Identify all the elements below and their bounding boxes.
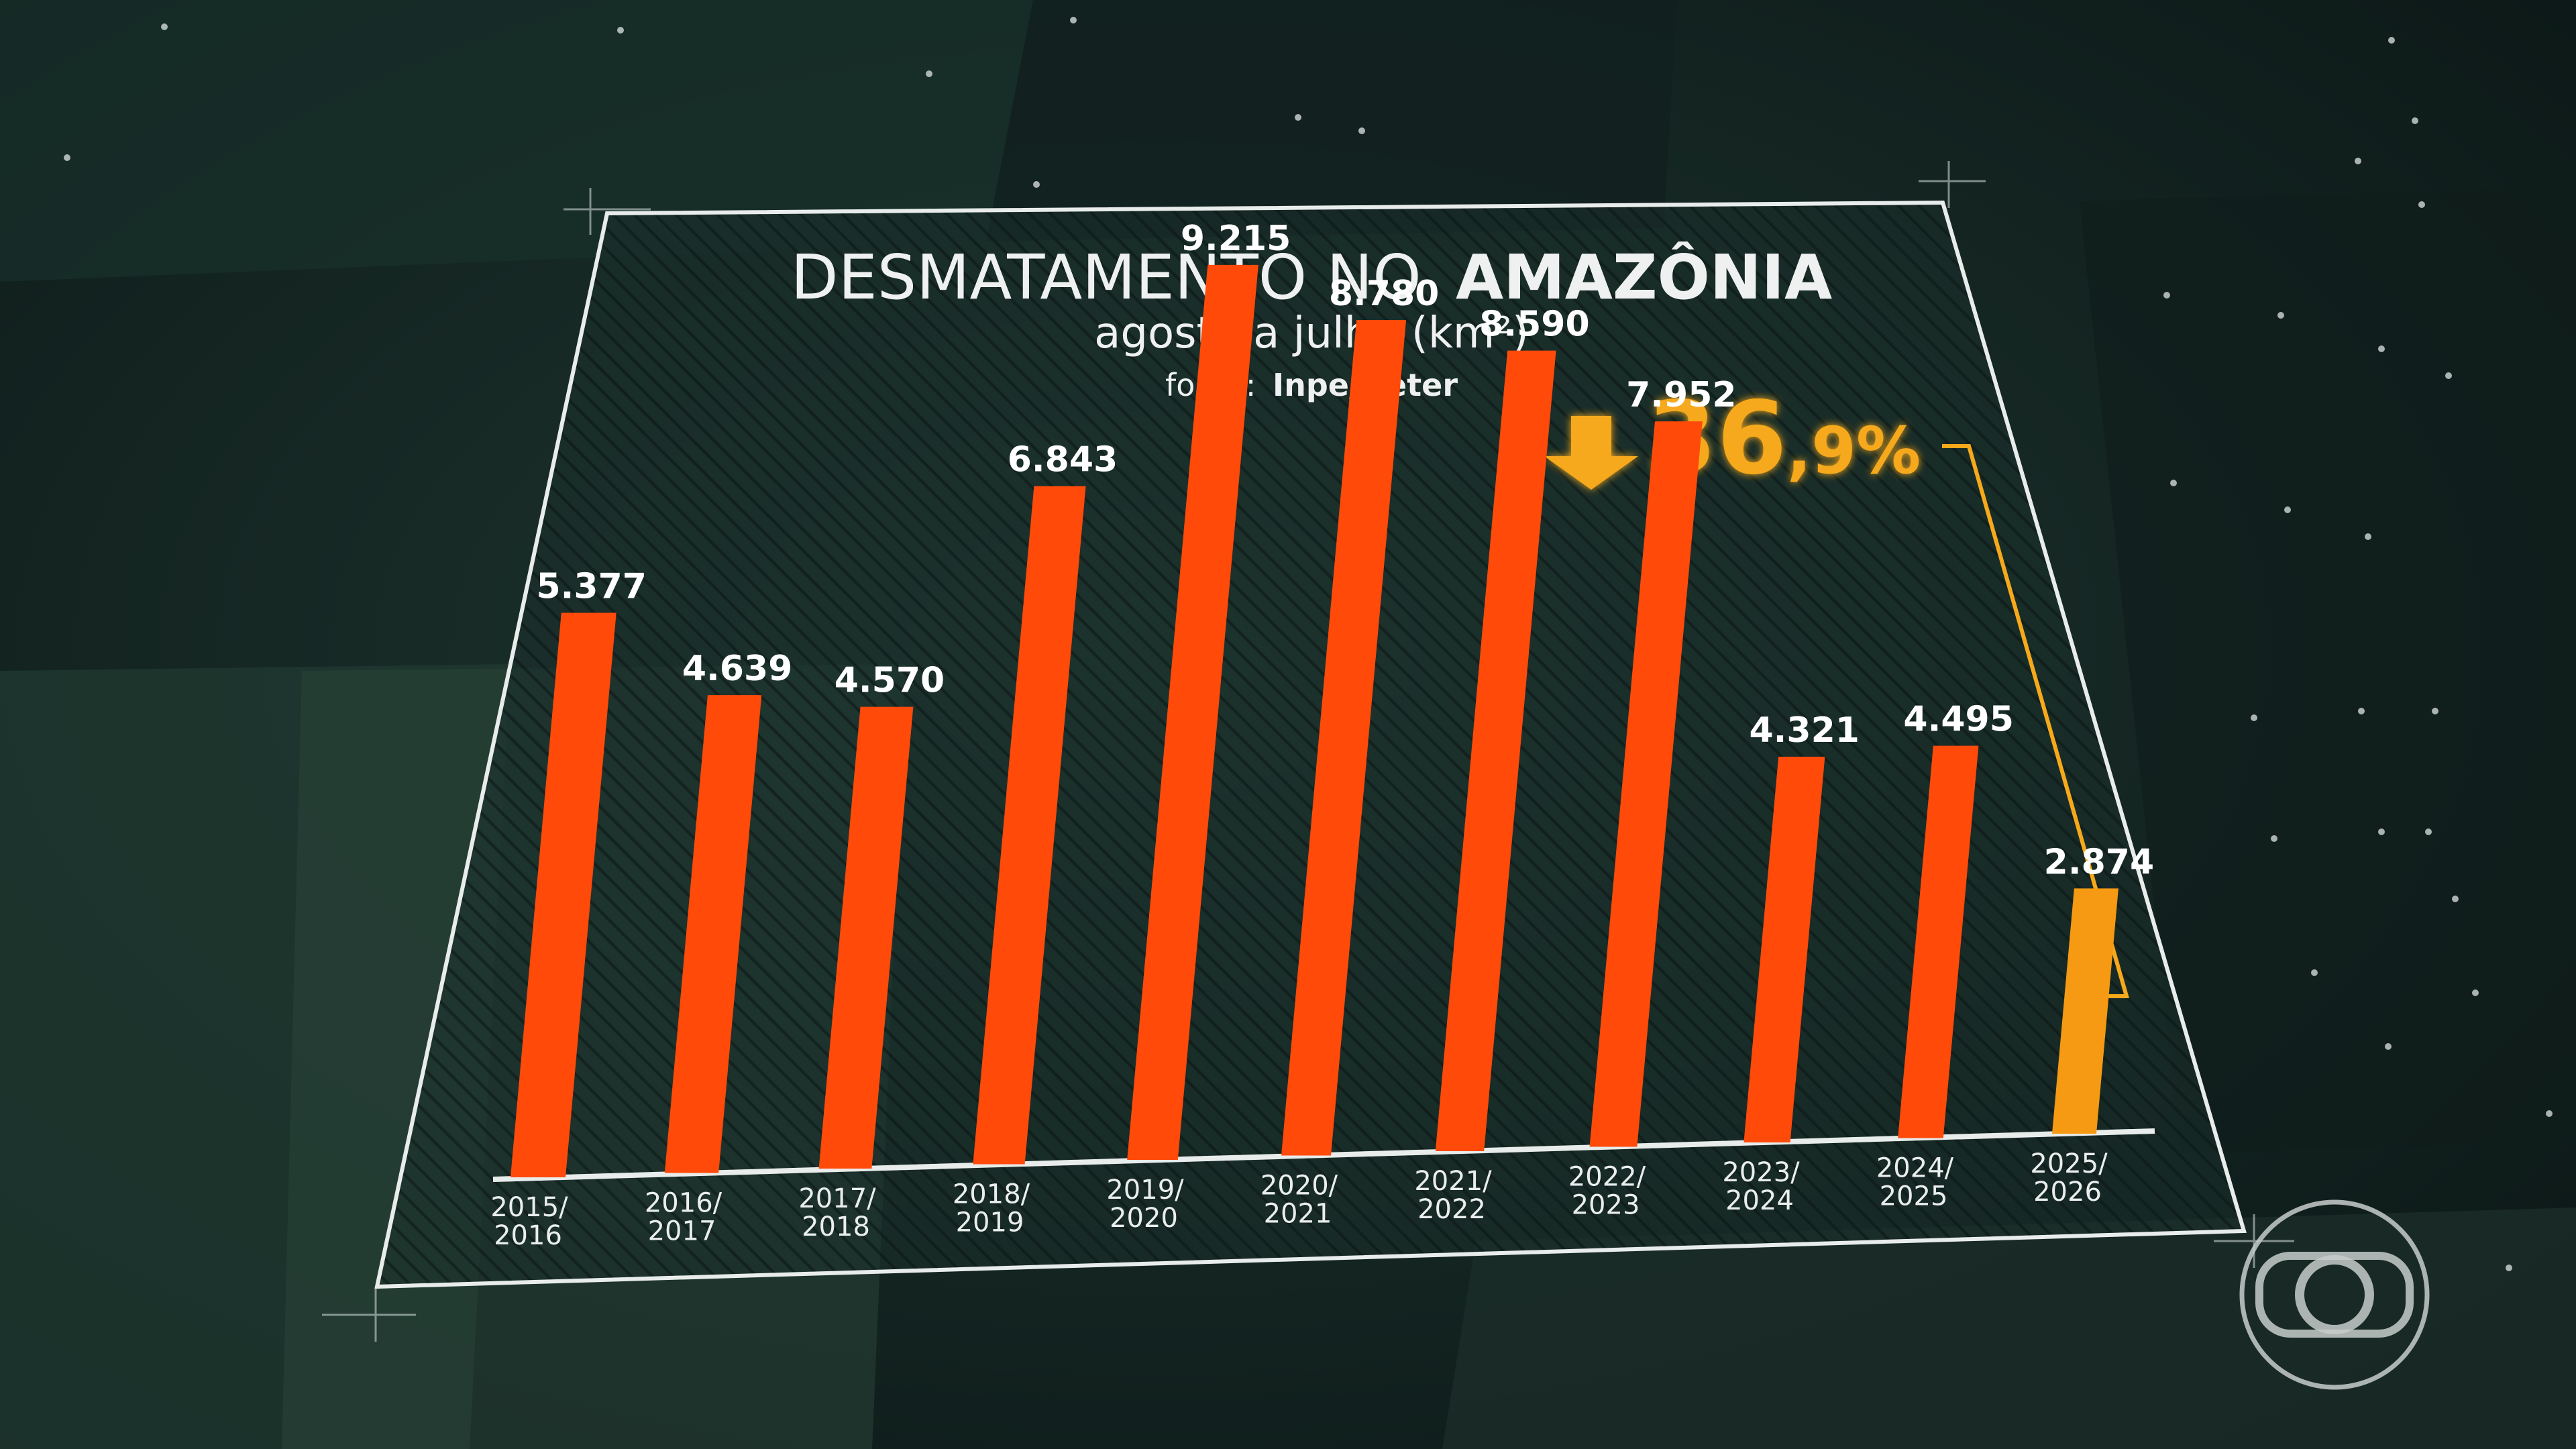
bar-2021-2022 — [1435, 350, 1556, 1151]
category-label-2025-2026: 2025/2026 — [2030, 1148, 2108, 1208]
background-dot — [161, 23, 168, 30]
background-dot — [2412, 117, 2418, 124]
value-label-2022-2023: 7.952 — [1626, 375, 1736, 415]
category-label-2016-2017: 2016/2017 — [645, 1188, 722, 1247]
globo-logo — [2239, 1199, 2430, 1390]
bar-2025-2026 — [2052, 888, 2118, 1134]
chart-title-light: DESMATAMENTO NO — [791, 241, 1421, 313]
background-dot — [617, 27, 624, 34]
background-dot — [1358, 127, 1365, 134]
category-label-2020-2021: 2020/2021 — [1260, 1171, 1338, 1230]
background-dot — [2378, 345, 2385, 352]
bar-2016-2017 — [664, 695, 762, 1173]
bar-2017-2018 — [818, 706, 914, 1169]
background-dot — [926, 70, 932, 77]
value-label-2017-2018: 4.570 — [835, 661, 945, 701]
category-label-2019-2020: 2019/2020 — [1106, 1175, 1184, 1234]
value-label-2016-2017: 4.639 — [682, 649, 792, 689]
category-label-2024-2025: 2024/2025 — [1876, 1153, 1954, 1212]
bars-group — [511, 264, 2118, 1177]
down-arrow-icon — [1544, 416, 1638, 490]
background-dot — [2271, 835, 2277, 842]
value-label-2015-2016: 5.377 — [536, 566, 646, 606]
value-labels-group: 5.377 4.639 4.570 6.843 9.215 8.780 8.590 7.952… — [536, 219, 2154, 883]
background-dot — [2452, 896, 2459, 902]
bar-2022-2023 — [1589, 421, 1703, 1147]
category-label-2015-2016: 2015/2016 — [490, 1192, 568, 1251]
background-dot — [2163, 292, 2170, 299]
chart-title-bold: AMAZÔNIA — [1456, 240, 1832, 313]
change-value-decimal: ,9% — [1787, 413, 1921, 488]
bar-2015-2016 — [511, 612, 616, 1177]
value-label-2021-2022: 8.590 — [1479, 305, 1589, 345]
background-dot — [2432, 708, 2438, 714]
chart-title: DESMATAMENTO NO AMAZÔNIA — [791, 240, 1833, 313]
background-dot — [2284, 506, 2291, 513]
background-dot — [2277, 312, 2284, 319]
background-dot — [1295, 114, 1301, 121]
background-dot — [2445, 372, 2452, 379]
background-dot — [2425, 828, 2432, 835]
background-dot — [2378, 828, 2385, 835]
board-frame — [374, 200, 2247, 1289]
bar-2023-2024 — [1743, 757, 1825, 1142]
category-label-2022-2023: 2022/2023 — [1568, 1162, 1646, 1221]
background-dot — [64, 154, 70, 161]
category-label-2017-2018: 2017/2018 — [798, 1183, 876, 1242]
bar-2020-2021 — [1281, 320, 1407, 1156]
category-label-2018-2019: 2018/2019 — [953, 1179, 1030, 1238]
background-dot — [2506, 1265, 2512, 1271]
background-dot — [2355, 158, 2361, 164]
background-dot — [2170, 480, 2177, 486]
background-dot — [2418, 201, 2425, 208]
change-badge: 36,9% — [1544, 380, 1921, 497]
category-labels-group: 2015/2016 2016/2017 2017/2018 2018/2019 2019… — [490, 1148, 2108, 1251]
value-label-2024-2025: 4.495 — [1903, 700, 2013, 740]
background-dot — [2365, 533, 2371, 540]
background-dot — [2388, 37, 2395, 44]
value-label-2023-2024: 4.321 — [1750, 710, 1860, 751]
background-dot — [2472, 989, 2479, 996]
background-dot — [2385, 1043, 2392, 1050]
value-label-2025-2026: 2.874 — [2044, 842, 2154, 882]
category-label-2023-2024: 2023/2024 — [1722, 1157, 1800, 1216]
background-dot — [2358, 708, 2365, 714]
bar-2019-2020 — [1127, 264, 1258, 1160]
category-label-2021-2022: 2021/2022 — [1414, 1166, 1492, 1225]
background-dot — [1033, 181, 1040, 188]
corner-marks — [322, 161, 2294, 1342]
value-label-2018-2019: 6.843 — [1008, 440, 1118, 480]
value-label-2020-2021: 8.780 — [1329, 274, 1439, 314]
background-dot — [2546, 1110, 2553, 1117]
background-dot — [2251, 714, 2257, 721]
value-label-2019-2020: 9.215 — [1181, 219, 1291, 259]
chart-subtitle: agosto a julho (km²) — [1094, 309, 1529, 358]
bar-2024-2025 — [1898, 745, 1979, 1138]
background-dot — [1070, 17, 1077, 23]
background-dot — [2311, 969, 2318, 976]
bar-2018-2019 — [973, 486, 1086, 1165]
